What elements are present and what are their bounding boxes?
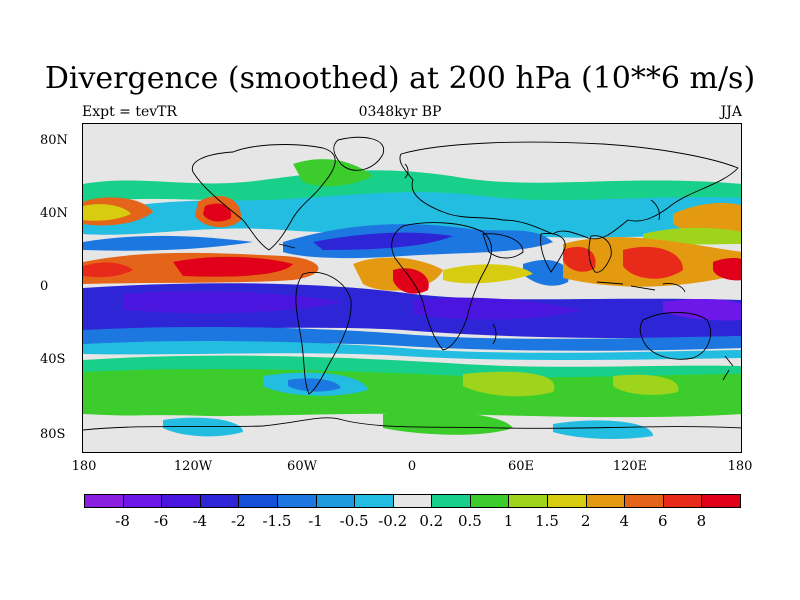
contour-arab-yellow <box>443 264 533 284</box>
lat-label-40s: 40S <box>40 352 66 367</box>
colorbar-label: -1 <box>308 512 323 530</box>
colorbar-label: 1.5 <box>535 512 559 530</box>
lon-label-180w: 180 <box>71 459 97 474</box>
colorbar-segment <box>199 494 240 508</box>
chart-title: Divergence (smoothed) at 200 hPa (10**6 … <box>44 61 756 96</box>
lon-label-120w: 120W <box>173 459 213 474</box>
coastlines <box>83 136 741 431</box>
contour-asia-neg <box>523 260 569 286</box>
contour-south-blue2 <box>288 378 341 392</box>
contour-south-neg-deep2 <box>413 297 583 320</box>
colorbar-segment <box>84 494 124 508</box>
contour-epac-core2 <box>83 262 133 278</box>
colorbar <box>84 494 741 510</box>
lat-label-80n: 80N <box>40 133 68 148</box>
colorbar-label: 0.5 <box>457 512 482 530</box>
contour-south-yellow <box>463 371 555 397</box>
experiment-label: Expt = tevTR <box>82 104 178 120</box>
colorbar-segment <box>122 494 163 508</box>
lat-label-40n: 40N <box>40 206 68 221</box>
colorbar-segment <box>469 494 510 508</box>
colorbar-segment <box>354 494 394 508</box>
colorbar-label: 0.2 <box>419 512 444 530</box>
colorbar-segment <box>161 494 201 508</box>
colorbar-segment <box>315 494 356 508</box>
colorbar-label: -8 <box>115 512 130 530</box>
colorbar-segment <box>431 494 471 508</box>
lon-label-180e: 180 <box>727 459 753 474</box>
colorbar-segment <box>585 494 626 508</box>
colorbar-segment <box>238 494 278 508</box>
contour-npac-east <box>673 203 741 235</box>
contour-epac-north <box>643 227 741 245</box>
colorbar-label: 2 <box>580 512 591 530</box>
contour-npac-neg <box>83 235 253 251</box>
colorbar-segment <box>547 494 587 508</box>
contour-epac-core <box>173 256 293 277</box>
contour-subtrop-neg2 <box>313 232 453 250</box>
contour-south-blue-edge <box>83 327 741 351</box>
season-label: JJA <box>720 104 742 120</box>
lon-label-0: 0 <box>407 459 417 474</box>
colorbar-label: -2 <box>231 512 246 530</box>
contour-wpac-core <box>623 246 683 279</box>
colorbar-label: 6 <box>658 512 668 530</box>
lon-label-60w: 60W <box>287 459 317 474</box>
contour-south-cyan <box>83 341 741 360</box>
colorbar-segment <box>392 494 433 508</box>
colorbar-label: -0.2 <box>378 512 408 530</box>
divergence-map <box>82 123 742 453</box>
lat-label-0: 0 <box>40 279 49 294</box>
lon-label-60e: 60E <box>507 459 535 474</box>
contour-wpac-core2 <box>713 258 741 281</box>
colorbar-label: -1.5 <box>262 512 292 530</box>
contour-north-green <box>293 159 373 187</box>
colorbar-label: -0.5 <box>339 512 369 530</box>
colorbar-segment <box>701 494 741 508</box>
colorbar-segment <box>508 494 549 508</box>
period-label: 0348kyr BP <box>358 104 442 120</box>
contour-npac-pos2 <box>83 204 131 221</box>
contour-south-yellow2 <box>613 374 679 395</box>
colorbar-segment <box>276 494 317 508</box>
contour-south-neg-deep <box>123 291 343 314</box>
colorbar-label: -6 <box>153 512 169 530</box>
colorbar-segment <box>624 494 664 508</box>
lat-label-80s: 80S <box>40 427 66 442</box>
colorbar-label: -4 <box>192 512 208 530</box>
contour-natl-pos2 <box>203 203 232 222</box>
lon-label-120e: 120E <box>612 459 648 474</box>
contour-africa-core <box>393 268 429 294</box>
contour-south-teal-band <box>83 355 741 378</box>
colorbar-label: 1 <box>503 512 514 530</box>
colorbar-label: 4 <box>619 512 629 530</box>
contour-south-neg-purple <box>663 298 741 321</box>
contour-asia-core <box>563 246 596 272</box>
colorbar-segment <box>662 494 703 508</box>
contour-antarc-green <box>383 411 513 435</box>
contour-antarc-cyan2 <box>553 420 653 439</box>
colorbar-label: 8 <box>696 512 707 530</box>
